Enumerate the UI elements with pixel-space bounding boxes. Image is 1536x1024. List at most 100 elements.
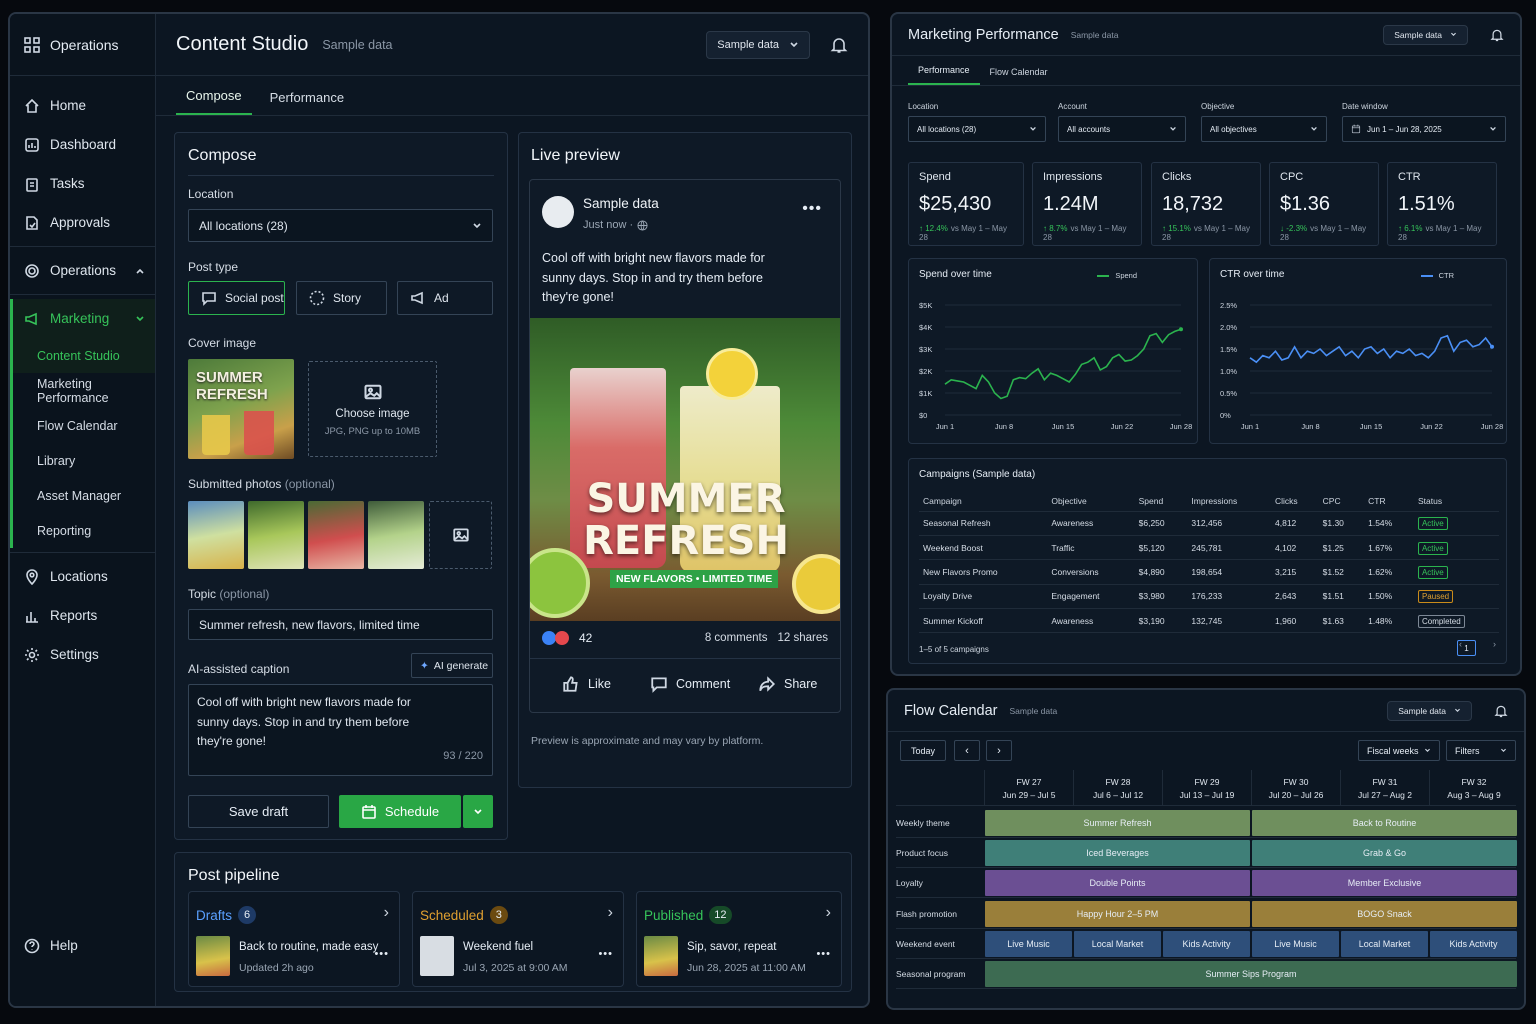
next-week-button[interactable]: › [986,740,1012,761]
schedule-options-button[interactable] [463,795,493,828]
calendar-event-bar[interactable]: Local Market [1341,930,1428,957]
tab-performance[interactable]: Performance [908,65,980,85]
sidebar-item-operations[interactable]: Operations [10,251,155,290]
today-button[interactable]: Today [900,740,946,761]
sidebar-subitem-flow-calendar[interactable]: Flow Calendar [37,418,118,433]
table-row[interactable]: Weekend Boost Traffic $5,120 245,781 4,102 $1… [919,535,1499,561]
chevron-right-icon[interactable]: › [607,904,613,921]
sidebar-subitem-library[interactable]: Library [37,453,76,468]
column-header[interactable]: Impressions [1187,491,1272,512]
submitted-photo-3[interactable] [308,501,364,569]
more-options-icon[interactable]: ••• [816,948,831,960]
chevron-right-icon[interactable]: › [825,904,831,921]
post-type-story[interactable]: Story [296,281,387,315]
next-page-icon[interactable]: › [1493,639,1496,649]
calendar-event-bar[interactable]: Kids Activity [1163,930,1250,957]
filter-select-location[interactable]: All locations (28) [908,116,1046,142]
sidebar-subitem-content-studio[interactable]: Content Studio [13,338,155,373]
bell-icon[interactable] [1490,28,1504,42]
calendar-event-bar[interactable]: Double Points [985,870,1250,897]
calendar-event-bar[interactable]: Happy Hour 2–5 PM [985,900,1250,927]
add-photo-button[interactable] [429,501,492,569]
calendar-event-bar[interactable]: Summer Sips Program [985,961,1517,987]
comment-button[interactable]: Comment [650,675,730,693]
filter-select-date-window[interactable]: Jun 1 – Jun 28, 2025 [1342,116,1506,142]
sidebar-subitem-asset-manager[interactable]: Asset Manager [37,488,122,503]
filters-dropdown[interactable]: Filters [1446,740,1516,761]
submitted-photo-2[interactable] [248,501,304,569]
week-dates: Jul 13 – Jul 19 [1179,790,1235,800]
like-button[interactable]: Like [562,675,611,693]
save-draft-button[interactable]: Save draft [188,795,329,828]
tab-performance[interactable]: Performance [269,90,345,105]
cover-image-thumbnail[interactable]: SUMMER REFRESH [188,359,294,459]
calendar-event-bar[interactable]: Summer Refresh [985,810,1250,836]
sidebar-item-marketing[interactable]: Marketing [10,299,155,338]
calendar-event-bar[interactable]: Iced Beverages [985,840,1250,867]
post-type-social[interactable]: Social post [188,281,285,315]
sidebar-header[interactable]: Operations [10,14,155,76]
calendar-event-bar[interactable]: Kids Activity [1430,930,1517,957]
submitted-photo-1[interactable] [188,501,244,569]
chevron-right-icon[interactable]: › [383,904,389,921]
column-header[interactable]: Status [1413,491,1499,512]
sidebar-item-help[interactable]: Help [10,926,155,965]
approval-icon [26,215,38,230]
calendar-event-bar[interactable]: Back to Routine [1252,810,1517,836]
calendar-event-bar[interactable]: Grab & Go [1252,840,1517,867]
calendar-event-bar[interactable]: BOGO Snack [1252,900,1517,927]
more-options-icon[interactable]: ••• [598,948,613,960]
share-button[interactable]: Share [758,675,817,693]
sidebar-item-locations[interactable]: Locations [10,557,155,596]
bell-icon[interactable] [830,36,848,54]
table-row[interactable]: Seasonal Refresh Awareness $6,250 312,456 4,… [919,511,1499,536]
submitted-photo-4[interactable] [368,501,424,569]
sidebar-item-tasks[interactable]: Tasks [10,164,155,203]
page-subtitle: Sample data [322,37,393,52]
column-header[interactable]: CTR [1364,491,1414,512]
filter-select-objective[interactable]: All objectives [1201,116,1327,142]
sidebar-item-dashboard[interactable]: Dashboard [10,125,155,164]
pipeline-card-published[interactable]: Published 12 › Sip, savor, repeat Jun 28, 20… [636,891,842,987]
schedule-button[interactable]: Schedule [339,795,461,828]
calendar-event-bar[interactable]: Live Music [1252,930,1339,957]
more-options-icon[interactable]: ••• [802,200,822,217]
filter-select-account[interactable]: All accounts [1058,116,1186,142]
calendar-event-bar[interactable]: Member Exclusive [1252,870,1517,897]
calendar-event-bar[interactable]: Local Market [1074,930,1161,957]
column-header[interactable]: Objective [1047,491,1135,512]
prev-week-button[interactable]: ‹ [954,740,980,761]
sample-data-dropdown[interactable]: Sample data [1383,24,1468,45]
ai-generate-button[interactable]: ✦ AI generate [411,653,493,678]
sidebar-item-approvals[interactable]: Approvals [10,203,155,242]
table-row[interactable]: Loyalty Drive Engagement $3,980 176,233 2,64… [919,584,1499,610]
sidebar-subitem-reporting[interactable]: Reporting [37,523,92,538]
pipeline-card-scheduled[interactable]: Scheduled 3 › Weekend fuel Jul 3, 2025 at 9:… [412,891,624,987]
post-type-ad[interactable]: Ad [397,281,493,315]
sample-data-dropdown[interactable]: Sample data [1387,700,1472,721]
location-select[interactable]: All locations (28) [188,209,493,242]
prev-page-icon[interactable]: ‹ [1459,639,1462,649]
more-options-icon[interactable]: ••• [374,948,389,960]
table-row[interactable]: Summer Kickoff Awareness $3,190 132,745 1,96… [919,608,1499,634]
column-header[interactable]: Spend [1134,491,1188,512]
table-row[interactable]: New Flavors Promo Conversions $4,890 198,65… [919,559,1499,585]
choose-image-dropzone[interactable]: Choose image JPG, PNG up to 10MB [308,361,437,457]
topic-input[interactable]: Summer refresh, new flavors, limited tim… [188,609,493,640]
tab-compose[interactable]: Compose [176,88,252,115]
sidebar-item-home[interactable]: Home [10,86,155,125]
sidebar-item-reports[interactable]: Reports [10,596,155,635]
sidebar-item-settings[interactable]: Settings [10,635,155,674]
fiscal-weeks-dropdown[interactable]: Fiscal weeks [1358,740,1440,761]
pipeline-card-drafts[interactable]: Drafts 6 › Back to routine, made easy Update… [188,891,400,987]
calendar-event-bar[interactable]: Live Music [985,930,1072,957]
column-header[interactable]: Clicks [1271,491,1319,512]
sidebar-subitem-marketing-performance[interactable]: Marketing Performance [37,376,109,405]
bell-icon[interactable] [1494,704,1508,718]
column-header[interactable]: CPC [1318,491,1365,512]
caption-textarea[interactable]: Cool off with bright new flavors made fo… [188,684,493,776]
column-header[interactable]: Campaign [919,491,1048,512]
tab-flow-calendar[interactable]: Flow Calendar [989,67,1048,77]
page-number[interactable]: 1 [1457,640,1476,656]
sample-data-dropdown[interactable]: Sample data [706,30,810,59]
